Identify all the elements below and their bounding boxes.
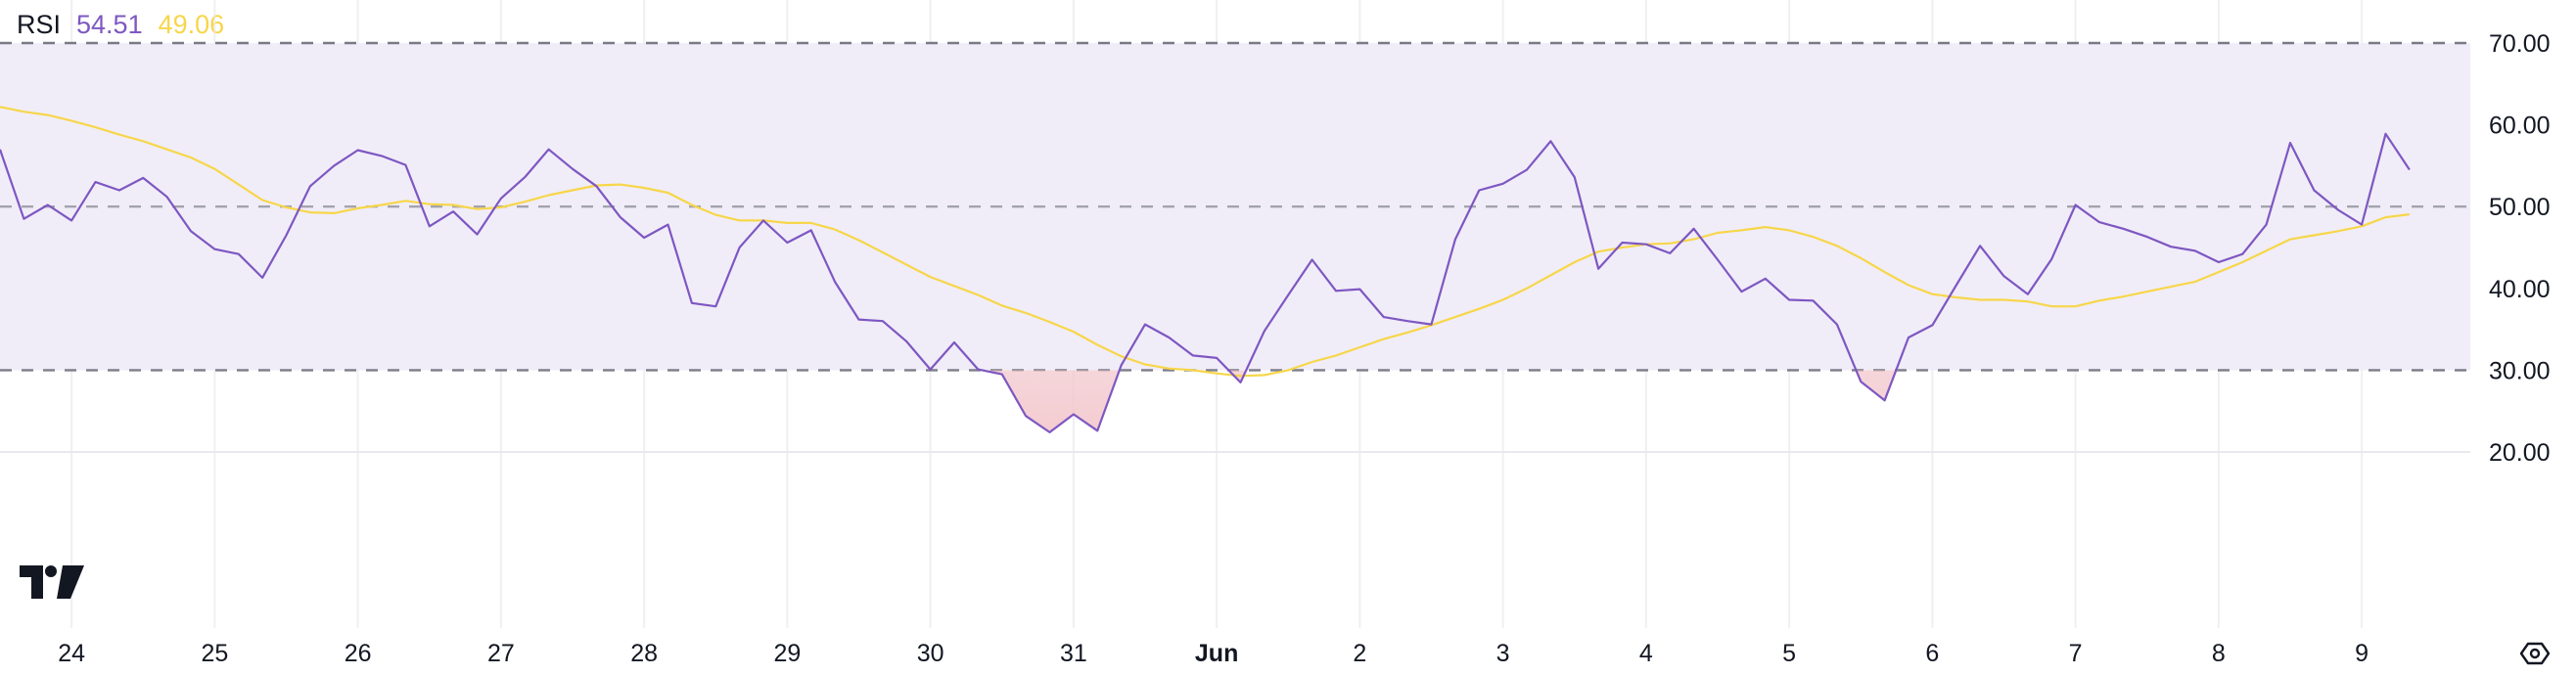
hexagon-eye-icon[interactable]: [2519, 638, 2551, 669]
ma-line: [0, 106, 2411, 378]
y-tick-label: 60.00: [2489, 112, 2551, 140]
x-tick-label: 31: [1060, 640, 1087, 667]
y-tick-label: 30.00: [2489, 357, 2551, 384]
x-tick-label: Jun: [1195, 640, 1238, 667]
ma-value: 49.06: [158, 10, 225, 39]
series-lines: [0, 106, 2411, 433]
rsi-line: [0, 132, 2411, 433]
y-tick-label: 50.00: [2489, 194, 2551, 221]
tradingview-logo[interactable]: [20, 565, 84, 599]
indicator-name: RSI: [17, 10, 62, 39]
y-axis[interactable]: 70.00 60.00 50.00 40.00 30.00 20.00: [2489, 30, 2551, 467]
x-tick-label: 24: [58, 640, 85, 667]
x-tick-label: 7: [2069, 640, 2083, 667]
x-tick-label: 6: [1925, 640, 1939, 667]
x-tick-label: 5: [1782, 640, 1796, 667]
y-tick-label: 40.00: [2489, 276, 2551, 303]
rsi-value: 54.51: [76, 10, 143, 39]
x-tick-label: 3: [1496, 640, 1510, 667]
x-tick-label: 2: [1353, 640, 1366, 667]
band: [0, 41, 2470, 372]
x-tick-label: 25: [201, 640, 228, 667]
x-tick-label: 8: [2212, 640, 2226, 667]
x-tick-label: 4: [1639, 640, 1653, 667]
x-axis[interactable]: 24 25 26 27 28 29 30 31 Jun 2 3 4 5 6 7 8 9: [58, 640, 2369, 667]
x-tick-label: 29: [773, 640, 801, 667]
y-tick-label: 70.00: [2489, 30, 2551, 58]
indicator-legend[interactable]: RSI 54.51 49.06: [17, 10, 224, 40]
x-tick-label: 9: [2355, 640, 2369, 667]
x-tick-label: 26: [345, 640, 372, 667]
y-tick-label: 20.00: [2489, 439, 2551, 467]
x-tick-label: 30: [917, 640, 944, 667]
x-tick-label: 28: [630, 640, 658, 667]
x-tick-label: 27: [487, 640, 515, 667]
